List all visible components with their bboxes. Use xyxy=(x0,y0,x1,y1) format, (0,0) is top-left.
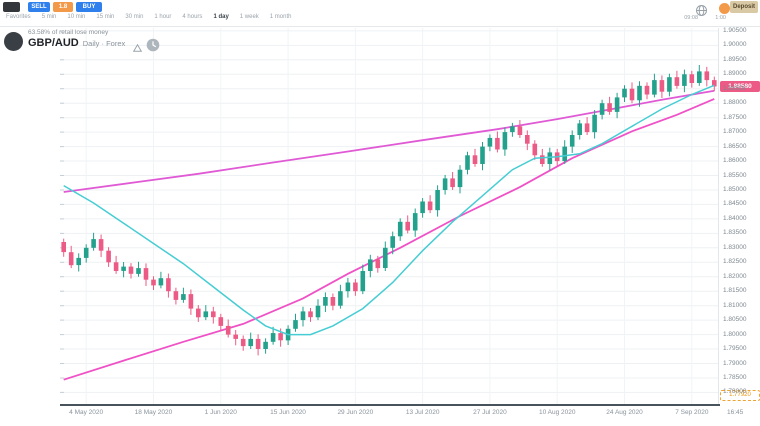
timeframe-tab-1-day[interactable]: 1 day xyxy=(213,14,229,20)
price-axis-label: 1.88000 xyxy=(723,99,747,107)
symbol-subtitle: Daily · Forex xyxy=(82,39,126,48)
price-axis-label: 1.83000 xyxy=(723,243,747,251)
timeframe-tab-favorites[interactable]: Favorites xyxy=(6,14,31,20)
time-axis-label: 29 Jun 2020 xyxy=(337,409,374,416)
price-axis-label: 1.90500 xyxy=(723,26,747,34)
time-axis-label: 10 Aug 2020 xyxy=(538,409,576,416)
timezone-label[interactable]: 16:45 xyxy=(727,409,744,416)
time-axis-label: 7 Sep 2020 xyxy=(675,409,709,416)
price-axis-label: 1.89000 xyxy=(723,70,747,78)
risk-disclaimer: 63.58% of retail lose money xyxy=(28,29,109,36)
timeframe-tab-5-min[interactable]: 5 min xyxy=(41,14,57,20)
time-axis-label: 13 Jul 2020 xyxy=(405,409,440,416)
time-axis-label: 24 Aug 2020 xyxy=(606,409,643,416)
time-axis-line xyxy=(60,404,720,406)
timeframe-tab-1-week[interactable]: 1 week xyxy=(239,14,259,20)
price-axis-label: 1.88500 xyxy=(723,84,747,92)
time-axis[interactable]: 4 May 2020 18 May 2020 1 Jun 2020 15 Jun 20… xyxy=(60,409,718,421)
price-axis: 1.88580 1.77920 1.90500 1.90000 1.89500 1.8… xyxy=(718,26,760,404)
price-axis-label: 1.85000 xyxy=(723,185,747,193)
price-axis-label: 1.84500 xyxy=(723,200,747,208)
price-axis-label: 1.84000 xyxy=(723,214,747,222)
timeframe-tab-10-min[interactable]: 10 min xyxy=(67,14,86,20)
top-toolbar: SELL 1.8 BUY Favorites 5 min 10 min 15 min 3… xyxy=(0,0,760,27)
market-hours-icon[interactable] xyxy=(146,38,160,57)
globe-icon[interactable] xyxy=(696,3,707,21)
time-axis-label: 27 Jul 2020 xyxy=(473,409,507,416)
server-time-caption: 09:08 xyxy=(684,15,698,21)
price-axis-label: 1.87000 xyxy=(723,128,747,136)
timeframe-tab-1-month[interactable]: 1 month xyxy=(269,14,292,20)
price-axis-label: 1.81000 xyxy=(723,301,747,309)
instrument-header: 63.58% of retail lose money GBP/AUD Dail… xyxy=(4,29,160,57)
sell-button[interactable]: SELL xyxy=(28,2,50,12)
price-axis-label: 1.85500 xyxy=(723,171,747,179)
time-axis-label: 1 Jun 2020 xyxy=(204,409,237,416)
timeframe-tab-1-hour[interactable]: 1 hour xyxy=(154,14,172,20)
price-axis-label: 1.86000 xyxy=(723,157,747,165)
price-axis-label: 1.81500 xyxy=(723,287,747,295)
price-axis-label: 1.79500 xyxy=(723,345,747,353)
timeframe-tabs: Favorites 5 min 10 min 15 min 30 min 1 hour 4 … xyxy=(6,14,291,20)
symbol-title: GBP/AUD xyxy=(28,37,79,49)
timeframe-tab-4-hours[interactable]: 4 hours xyxy=(182,14,203,20)
deposit-button[interactable]: Deposit xyxy=(730,1,758,13)
price-axis-label: 1.87500 xyxy=(723,113,747,121)
app-logo xyxy=(3,2,20,12)
timeframe-tab-15-min[interactable]: 15 min xyxy=(96,14,115,20)
time-axis-label: 4 May 2020 xyxy=(69,409,104,416)
price-axis-label: 1.90000 xyxy=(723,41,747,49)
session-caption: 1:00 xyxy=(715,15,726,21)
price-axis-label: 1.89500 xyxy=(723,55,747,63)
price-axis-label: 1.78000 xyxy=(723,388,747,396)
buy-button[interactable]: BUY xyxy=(76,2,102,12)
time-axis-label: 15 Jun 2020 xyxy=(270,409,306,416)
price-axis-label: 1.80000 xyxy=(723,330,747,338)
last-price-tag: 1.88580 xyxy=(720,80,760,92)
account-status-icon[interactable] xyxy=(719,3,730,14)
price-axis-label: 1.86500 xyxy=(723,142,747,150)
warning-triangle-icon xyxy=(133,39,143,57)
time-axis-label: 18 May 2020 xyxy=(134,409,173,416)
price-axis-label: 1.78500 xyxy=(723,373,747,381)
price-axis-label: 1.80500 xyxy=(723,316,747,324)
price-axis-label: 1.82500 xyxy=(723,258,747,266)
price-axis-label: 1.79000 xyxy=(723,359,747,367)
spread-value-button[interactable]: 1.8 xyxy=(53,2,73,12)
price-chart-svg[interactable] xyxy=(60,28,718,404)
instrument-logo xyxy=(4,32,23,51)
price-axis-label: 1.82000 xyxy=(723,272,747,280)
price-axis-label: 1.83500 xyxy=(723,229,747,237)
timeframe-tab-30-min[interactable]: 30 min xyxy=(125,14,144,20)
